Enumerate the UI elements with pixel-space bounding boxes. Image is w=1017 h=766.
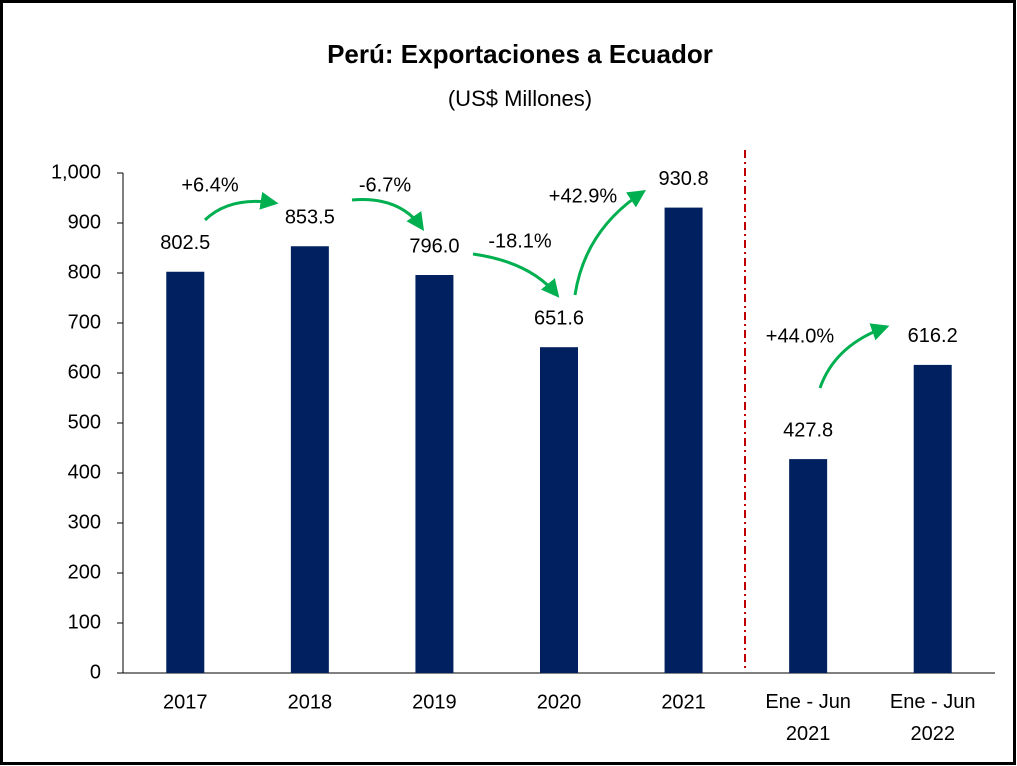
value-label: 651.6 xyxy=(534,307,584,329)
arrow xyxy=(818,323,890,389)
y-tick-label: 0 xyxy=(90,661,101,683)
value-label: 853.5 xyxy=(285,207,335,229)
growth-annotation: -6.7% xyxy=(359,174,411,196)
bar xyxy=(290,246,329,673)
bar xyxy=(166,271,205,673)
growth-annotation: +44.0% xyxy=(766,325,835,347)
arrow xyxy=(472,252,560,298)
growth-annotation: +6.4% xyxy=(181,174,238,196)
arrow xyxy=(573,190,647,296)
x-tick-label: Ene - Jun 2021 xyxy=(765,691,851,745)
value-label: 930.8 xyxy=(659,168,709,190)
arrow xyxy=(203,191,279,222)
x-tick-label: Ene - Jun 2022 xyxy=(890,691,976,745)
arrows xyxy=(203,190,890,389)
growth-annotation: +42.9% xyxy=(549,185,618,207)
y-tick-label: 400 xyxy=(68,461,101,483)
arrow xyxy=(351,198,425,231)
bar xyxy=(913,364,952,673)
value-label: 796.0 xyxy=(409,235,459,257)
y-tick-label: 200 xyxy=(68,561,101,583)
y-tick-label: 800 xyxy=(68,261,101,283)
y-tick-label: 900 xyxy=(68,211,101,233)
bar xyxy=(415,275,454,673)
y-tick-label: 1,000 xyxy=(51,161,101,183)
value-label: 427.8 xyxy=(783,419,833,441)
chart-subtitle: (US$ Millones) xyxy=(448,86,592,111)
x-tick-label: 2017 xyxy=(163,691,208,713)
x-tick-label: 2019 xyxy=(412,691,457,713)
y-tick-label: 100 xyxy=(68,611,101,633)
x-tick-label: 2020 xyxy=(537,691,582,713)
bar xyxy=(540,347,578,673)
growth-annotation: -18.1% xyxy=(488,230,552,252)
chart-title: Perú: Exportaciones a Ecuador xyxy=(327,39,713,69)
y-tick-label: 600 xyxy=(68,361,101,383)
value-label: 616.2 xyxy=(908,325,958,347)
x-tick-label: 2021 xyxy=(661,691,706,713)
bar xyxy=(664,207,703,673)
y-tick-label: 300 xyxy=(68,511,101,533)
y-tick-label: 700 xyxy=(68,311,101,333)
bar xyxy=(789,459,828,673)
x-tick-label: 2018 xyxy=(288,691,333,713)
value-label: 802.5 xyxy=(160,232,210,254)
y-tick-label: 500 xyxy=(68,411,101,433)
